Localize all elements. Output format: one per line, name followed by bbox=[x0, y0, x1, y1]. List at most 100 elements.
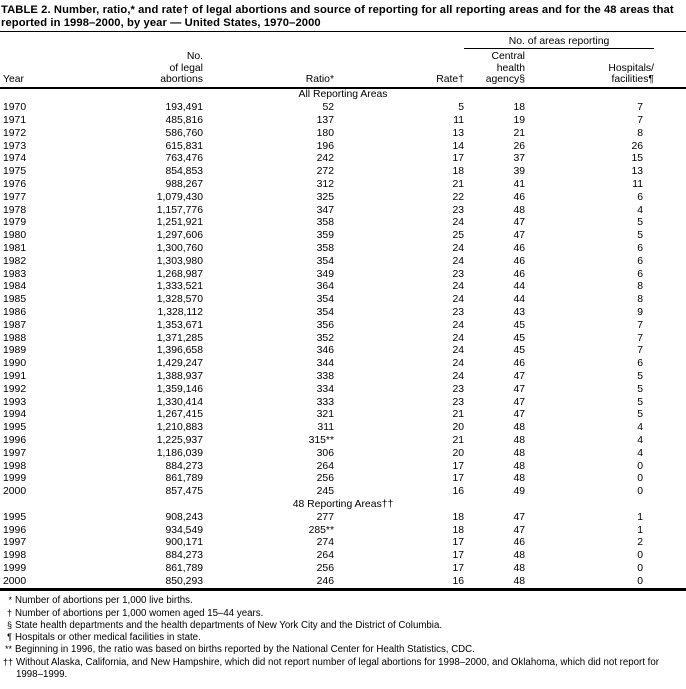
cell-value: 347 bbox=[316, 204, 334, 216]
cell-value: 1,079,430 bbox=[156, 191, 203, 203]
cell-value: 17 bbox=[452, 537, 464, 549]
header-spacer-left bbox=[0, 32, 464, 49]
cell-value: 5 bbox=[637, 370, 643, 382]
cell-value: 6 bbox=[637, 268, 643, 280]
cell-value: 264 bbox=[316, 460, 334, 472]
cell-value: 1,429,247 bbox=[156, 358, 203, 370]
footnote-text: Number of abortions per 1,000 live birth… bbox=[15, 595, 193, 607]
cell-value: 245 bbox=[316, 486, 334, 498]
cell-value: 17 bbox=[452, 550, 464, 562]
cell-value: 1,388,937 bbox=[156, 370, 203, 382]
cell-value: 615,831 bbox=[165, 140, 203, 152]
cell-value: 18 bbox=[452, 511, 464, 523]
cell-value: 312 bbox=[316, 178, 334, 190]
cell-year: 1978 bbox=[3, 204, 27, 216]
column-header-row: Year No. of legal abortions Ratio* Rate†… bbox=[0, 48, 686, 90]
cell-value: 47 bbox=[513, 524, 525, 536]
cell-value: 24 bbox=[452, 294, 464, 306]
cell-value: 48 bbox=[513, 204, 525, 216]
cell-value: 13 bbox=[452, 127, 464, 139]
cell-value: 45 bbox=[513, 332, 525, 344]
cell-value: 47 bbox=[513, 409, 525, 421]
cell-year: 1989 bbox=[3, 345, 27, 357]
section-header-row: All Reporting Areas bbox=[0, 88, 686, 102]
table-row: 1998 884,273 264 17 48 0 bbox=[0, 461, 686, 474]
cell-value: 44 bbox=[513, 281, 525, 293]
cell-value: 1,328,112 bbox=[157, 306, 203, 318]
cell-year: 1998 bbox=[3, 460, 27, 472]
footnote-marker: ¶ bbox=[7, 632, 12, 643]
cell-value: 934,549 bbox=[165, 524, 203, 536]
cell-value: 359 bbox=[316, 230, 334, 242]
cell-value: 23 bbox=[452, 396, 464, 408]
table-row: 2000 850,293 246 16 48 0 bbox=[0, 576, 686, 590]
abortion-statistics-table: No. of areas reporting Year No. of legal… bbox=[0, 32, 686, 592]
cell-value: 0 bbox=[637, 550, 643, 562]
footnote: * Number of abortions per 1,000 live birt… bbox=[3, 595, 684, 607]
cell-value: 242 bbox=[316, 153, 334, 165]
cell-value: 8 bbox=[637, 127, 643, 139]
footnote-marker: * bbox=[8, 595, 12, 606]
cell-value: 26 bbox=[631, 140, 643, 152]
cell-value: 4 bbox=[637, 447, 643, 459]
cell-year: 1999 bbox=[3, 473, 27, 485]
cell-value: 321 bbox=[316, 409, 334, 421]
footnote: § State health departments and the health… bbox=[3, 620, 684, 632]
cell-value: 46 bbox=[513, 268, 525, 280]
cell-value: 900,171 bbox=[165, 537, 203, 549]
cell-value: 46 bbox=[513, 191, 525, 203]
cell-year: 1995 bbox=[3, 422, 27, 434]
cell-value: 1,300,760 bbox=[156, 242, 203, 254]
cell-value: 6 bbox=[637, 191, 643, 203]
table-row: 1980 1,297,606 359 25 47 5 bbox=[0, 230, 686, 243]
table-row: 1989 1,396,658 346 24 45 7 bbox=[0, 345, 686, 358]
cell-value: 0 bbox=[637, 473, 643, 485]
cell-value: 47 bbox=[513, 230, 525, 242]
cell-year: 1993 bbox=[3, 396, 27, 408]
footnote-marker: † bbox=[6, 607, 12, 618]
cell-year: 1986 bbox=[3, 306, 27, 318]
cell-year: 1971 bbox=[3, 115, 27, 126]
cell-value: 884,273 bbox=[165, 550, 203, 562]
cell-value: 857,475 bbox=[165, 486, 203, 498]
cell-year: 1999 bbox=[3, 562, 27, 574]
table-row: 1978 1,157,776 347 23 48 4 bbox=[0, 205, 686, 218]
cell-value: 7 bbox=[637, 345, 643, 357]
cell-value: 24 bbox=[452, 255, 464, 267]
footnote-text: Without Alaska, California, and New Hamp… bbox=[16, 656, 659, 680]
cell-value: 1,267,415 bbox=[156, 409, 203, 421]
cell-value: 338 bbox=[316, 370, 334, 382]
col-header-ratio: Ratio* bbox=[203, 48, 334, 90]
footnote-marker: ** bbox=[4, 644, 12, 655]
cell-value: 1,157,776 bbox=[156, 204, 203, 216]
cell-value: 21 bbox=[513, 127, 525, 139]
cell-value: 47 bbox=[513, 383, 525, 395]
footnote-text: Beginning in 1996, the ratio was based o… bbox=[15, 644, 475, 656]
header-spacer-right bbox=[654, 32, 686, 49]
cell-year: 1974 bbox=[3, 153, 27, 165]
cell-year: 1983 bbox=[3, 268, 27, 280]
col-header-central-health-agency: Central health agency§ bbox=[464, 48, 525, 90]
table-row: 1982 1,303,980 354 24 46 6 bbox=[0, 256, 686, 269]
cell-year: 1991 bbox=[3, 370, 27, 382]
cell-value: 1,353,671 bbox=[156, 319, 203, 331]
col-header-spacer bbox=[654, 48, 686, 90]
cell-value: 1,186,039 bbox=[156, 447, 203, 459]
table-row: 1981 1,300,760 358 24 46 6 bbox=[0, 243, 686, 256]
cell-value: 850,293 bbox=[165, 575, 203, 587]
cell-value: 49 bbox=[513, 486, 525, 498]
cell-value: 358 bbox=[316, 217, 334, 229]
cell-value: 344 bbox=[316, 358, 334, 370]
table-row: 1996 934,549 285** 18 47 1 bbox=[0, 525, 686, 538]
footnote: † Number of abortions per 1,000 women age… bbox=[3, 608, 684, 620]
table-row: 1976 988,267 312 21 41 11 bbox=[0, 179, 686, 192]
cell-value: 137 bbox=[316, 115, 334, 126]
cell-value: 0 bbox=[637, 575, 643, 587]
cell-value: 24 bbox=[452, 345, 464, 357]
cell-value: 354 bbox=[316, 306, 334, 318]
cell-value: 6 bbox=[637, 242, 643, 254]
cell-year: 1990 bbox=[3, 358, 27, 370]
cell-value: 43 bbox=[513, 306, 525, 318]
cell-value: 48 bbox=[513, 473, 525, 485]
cell-year: 2000 bbox=[3, 575, 27, 587]
